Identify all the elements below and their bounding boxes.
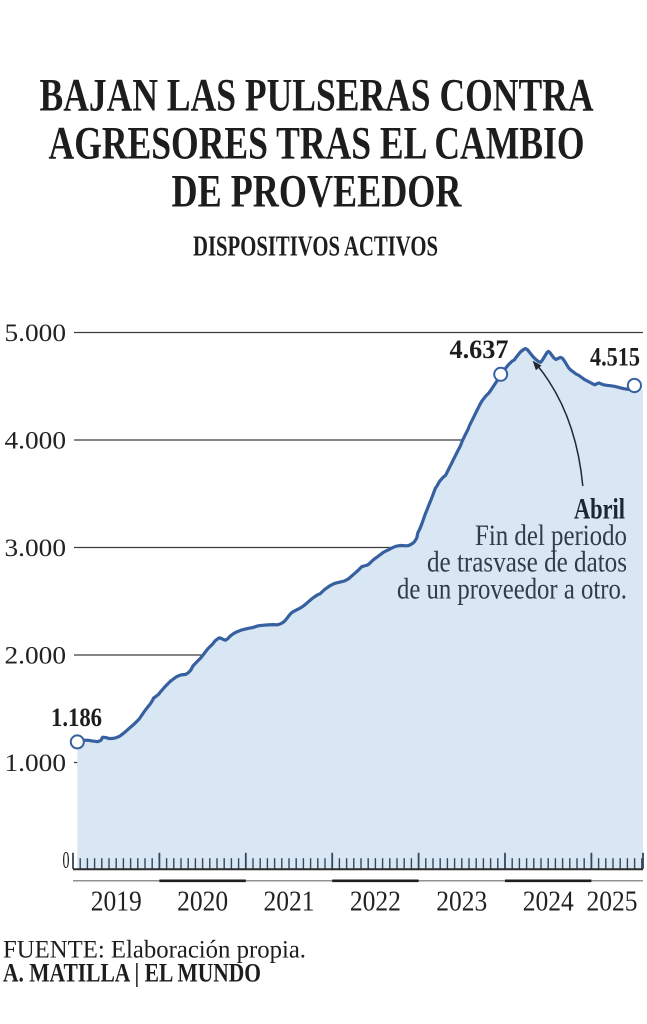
svg-text:2021: 2021: [264, 886, 315, 918]
svg-text:4.637: 4.637: [450, 335, 509, 364]
svg-text:1.186: 1.186: [51, 703, 102, 732]
svg-text:0: 0: [63, 848, 70, 874]
svg-text:2024: 2024: [523, 886, 574, 918]
svg-text:2023: 2023: [436, 886, 487, 918]
svg-text:de trasvase de datos: de trasvase de datos: [427, 546, 627, 579]
svg-text:de un proveedor a otro.: de un proveedor a otro.: [397, 573, 627, 606]
svg-text:2022: 2022: [350, 886, 401, 918]
svg-text:FUENTE: Elaboración propia.: FUENTE: Elaboración propia.: [3, 935, 306, 964]
svg-text:DISPOSITIVOS ACTIVOS: DISPOSITIVOS ACTIVOS: [193, 232, 438, 263]
svg-text:2025: 2025: [587, 886, 638, 918]
svg-text:DE PROVEEDOR: DE PROVEEDOR: [172, 167, 462, 218]
svg-text:Abril: Abril: [574, 493, 625, 526]
svg-text:2019: 2019: [91, 886, 142, 918]
svg-text:A. MATILLA | EL MUNDO: A. MATILLA | EL MUNDO: [3, 958, 261, 988]
svg-text:3.000: 3.000: [5, 533, 67, 562]
svg-text:4.000: 4.000: [5, 426, 67, 455]
svg-text:2.000: 2.000: [5, 641, 67, 670]
svg-text:1.000: 1.000: [5, 748, 67, 777]
svg-text:5.000: 5.000: [5, 318, 67, 347]
svg-text:AGRESORES TRAS EL CAMBIO: AGRESORES TRAS EL CAMBIO: [49, 119, 585, 170]
svg-text:BAJAN LAS PULSERAS CONTRA: BAJAN LAS PULSERAS CONTRA: [40, 71, 594, 122]
svg-text:Fin del periodo: Fin del periodo: [475, 519, 627, 552]
svg-text:2020: 2020: [177, 886, 228, 918]
svg-text:4.515: 4.515: [590, 343, 640, 372]
